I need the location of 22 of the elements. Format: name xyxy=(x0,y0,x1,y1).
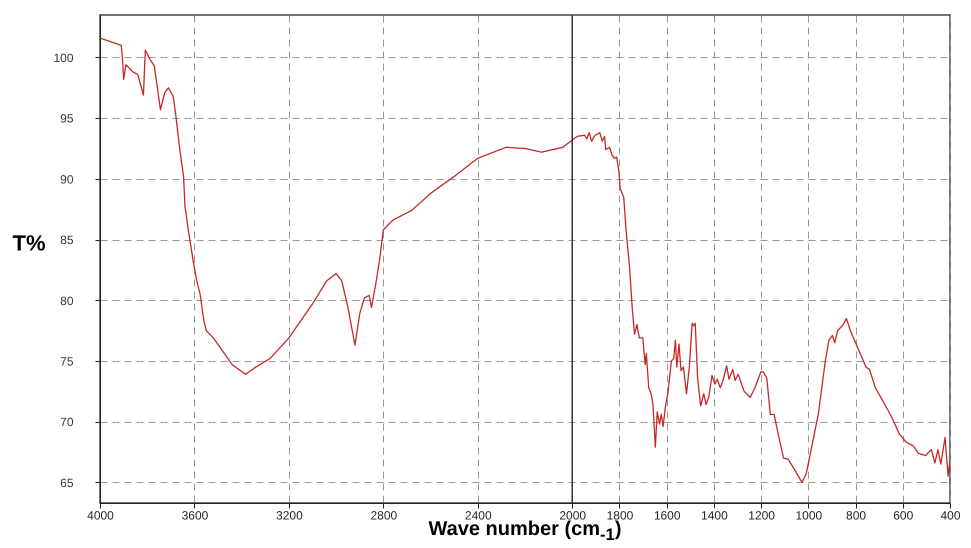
x-tick-label: 600 xyxy=(893,508,914,522)
y-tick-label: 95 xyxy=(60,112,74,126)
y-tick-label: 85 xyxy=(60,233,74,248)
y-tick-label: 100 xyxy=(53,50,74,65)
x-tick-label: 2400 xyxy=(464,508,492,522)
y-axis-title: T% xyxy=(12,230,46,256)
x-tick-label: 800 xyxy=(846,508,866,522)
y-tick-label: 80 xyxy=(60,294,74,308)
x-tick-label: 1000 xyxy=(795,508,823,522)
y-tick-label: 70 xyxy=(60,415,74,430)
line-series xyxy=(100,37,950,484)
x-tick-label: 3600 xyxy=(182,508,209,522)
x-tick-label: 1600 xyxy=(654,508,681,522)
x-tick-label: 4000 xyxy=(87,508,114,522)
y-tick-label: 65 xyxy=(60,476,74,490)
y-tick-label: 75 xyxy=(60,354,74,368)
y-tick-label: 90 xyxy=(60,172,74,186)
x-tick-label: 1400 xyxy=(701,508,728,522)
x-tick-label: 2800 xyxy=(370,508,398,522)
x-tick-label: 3200 xyxy=(276,508,304,522)
x-tick-label: 1200 xyxy=(748,508,776,522)
x-tick-label: 400 xyxy=(940,508,961,522)
